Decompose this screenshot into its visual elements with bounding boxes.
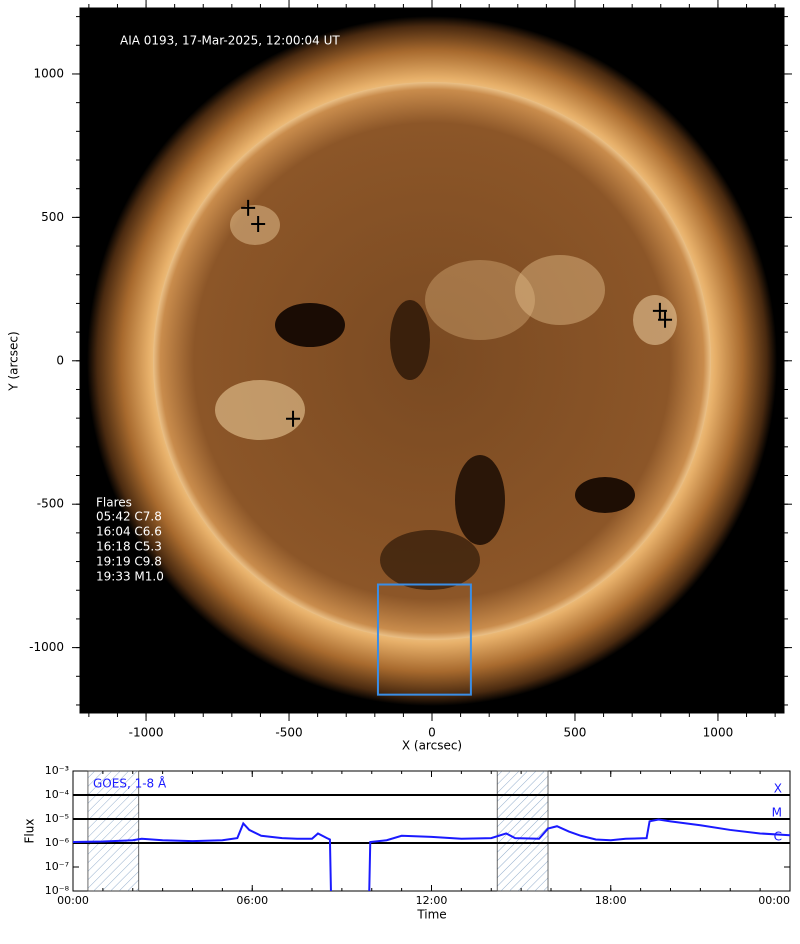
flare-marker xyxy=(286,410,301,427)
x-tick-label: 0 xyxy=(428,726,436,740)
x-tick-label: 18:00 xyxy=(595,894,627,907)
x-tick-label: 500 xyxy=(564,726,587,740)
flare-list-entry: 16:04 C6.6 xyxy=(96,525,162,539)
legend-entry: GOES, 1-8 Å xyxy=(93,776,167,791)
y-tick-label: 10⁻⁷ xyxy=(45,860,69,873)
flare-list-title: Flares xyxy=(96,496,132,510)
flare-list-entry: 16:18 C5.3 xyxy=(96,540,162,554)
x-tick-label: 06:00 xyxy=(236,894,268,907)
y-tick-label: 10⁻⁴ xyxy=(45,788,70,801)
y-tick-label: 1000 xyxy=(33,66,64,80)
flare-marker xyxy=(652,302,667,319)
y-axis-label: Y (arcsec) xyxy=(7,331,21,391)
class-level-label: C xyxy=(774,830,782,844)
sun-image xyxy=(87,16,777,706)
y-tick-label: -500 xyxy=(37,497,64,511)
x-tick-label: 00:00 xyxy=(758,894,790,907)
x-axis-label: X (arcsec) xyxy=(402,739,462,753)
flare-marker xyxy=(658,311,673,328)
class-level-label: X xyxy=(774,782,782,796)
y-tick-label: 10⁻⁵ xyxy=(45,812,69,825)
flare-marker xyxy=(251,215,266,232)
flare-marker xyxy=(241,199,256,216)
x-tick-label: -500 xyxy=(275,726,302,740)
y-tick-label: 10⁻⁶ xyxy=(45,836,70,849)
y-tick-label: 10⁻³ xyxy=(45,764,69,777)
flare-list-entry: 19:19 C9.8 xyxy=(96,555,162,569)
y-tick-label: -1000 xyxy=(29,640,64,654)
x-tick-label: 12:00 xyxy=(416,894,448,907)
x-tick-label: 1000 xyxy=(703,726,734,740)
shaded-interval xyxy=(87,770,140,892)
y-tick-label: 10⁻⁸ xyxy=(45,884,70,897)
goes-frame xyxy=(72,770,791,892)
x-tick-label: 00:00 xyxy=(57,894,89,907)
y-tick-label: 0 xyxy=(56,353,64,367)
y-axis-label: Flux xyxy=(23,819,37,844)
flare-list-entry: 05:42 C7.8 xyxy=(96,510,162,524)
region-box xyxy=(376,583,472,696)
x-tick-label: -1000 xyxy=(129,726,164,740)
flux-line xyxy=(73,818,790,891)
shaded-interval xyxy=(496,770,549,892)
x-axis-label: Time xyxy=(416,908,446,922)
image-title: AIA 0193, 17-Mar-2025, 12:00:04 UT xyxy=(120,34,340,48)
flare-list-entry: 19:33 M1.0 xyxy=(96,570,164,584)
class-level-label: M xyxy=(772,806,782,820)
y-tick-label: 500 xyxy=(41,210,64,224)
